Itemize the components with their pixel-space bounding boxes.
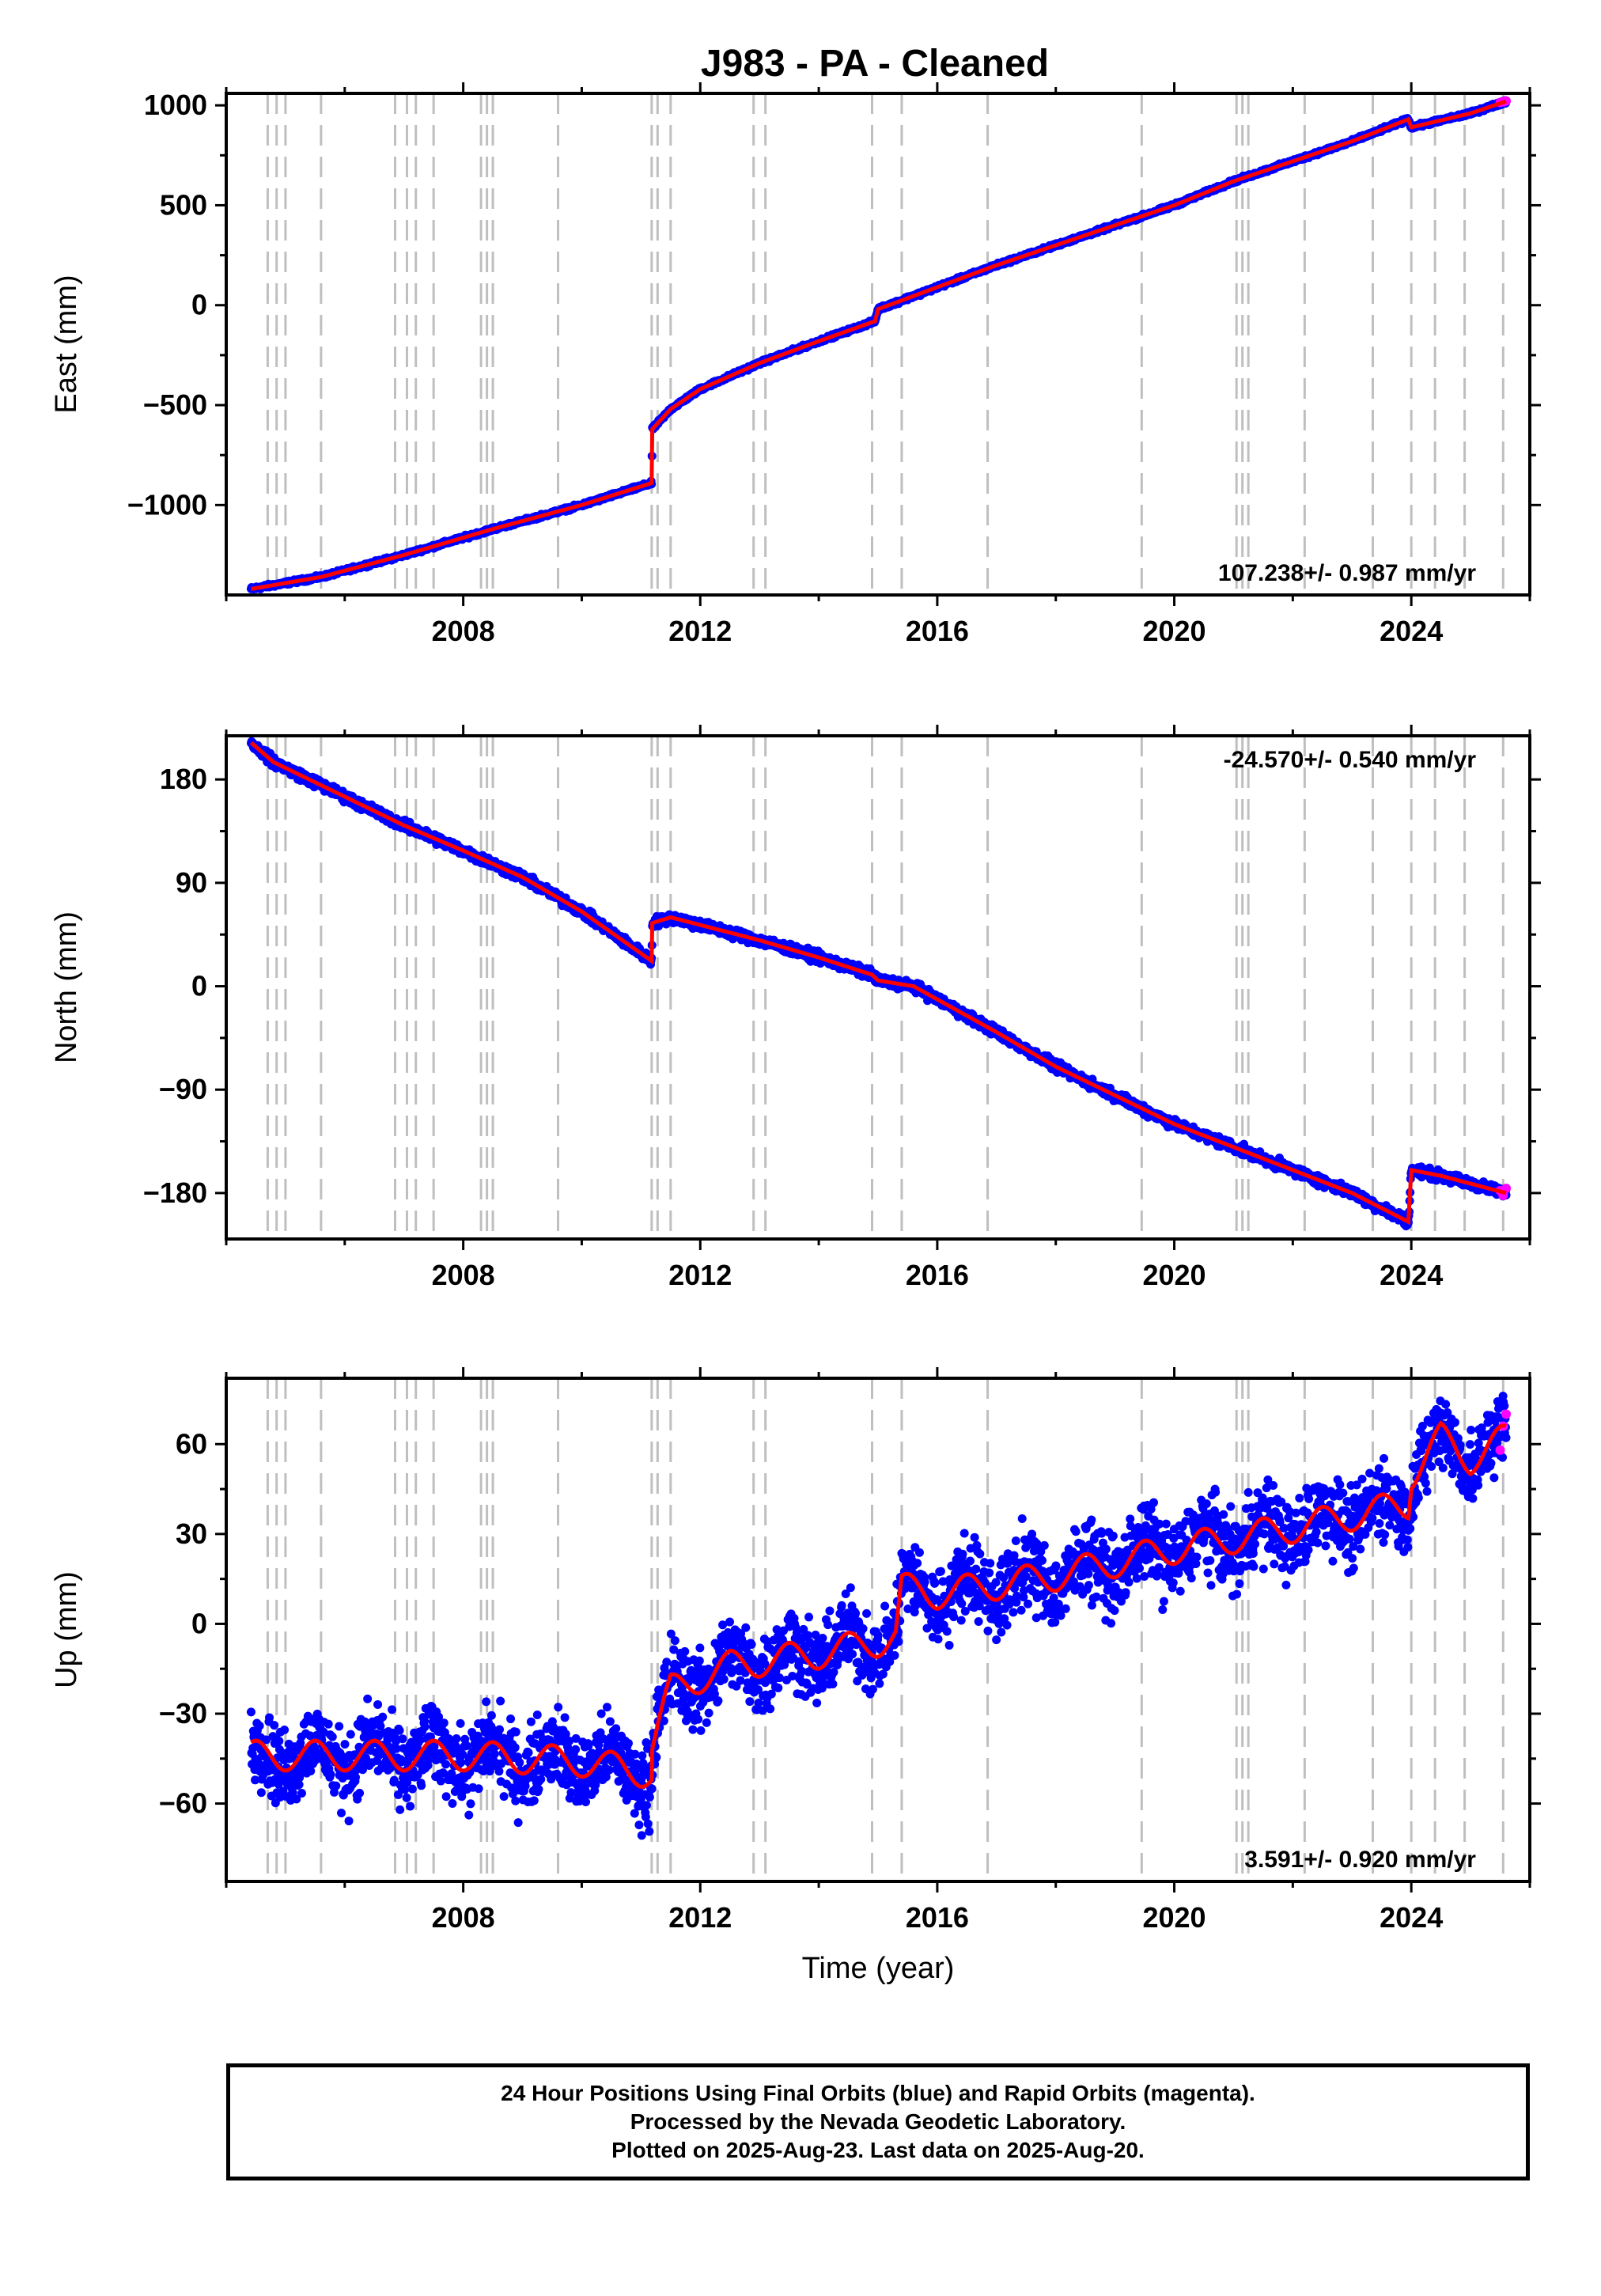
plot-area — [246, 736, 1512, 1239]
x-tick-label: 2012 — [668, 615, 732, 647]
y-axis-label: East (mm) — [50, 275, 83, 413]
x-tick-label: 2008 — [432, 615, 495, 647]
rate-label: 107.238+/- 0.987 mm/yr — [1218, 560, 1476, 586]
y-tick-label: −500 — [143, 388, 207, 421]
y-tick-label: 500 — [160, 188, 207, 221]
panel-east: 2008 2012 2016 2020 2024 −1000 −500 0 500 1000 Eas… — [50, 82, 1541, 647]
plot-area — [246, 93, 1512, 595]
x-tick-label: 2024 — [1380, 615, 1443, 647]
panels: 2008 2012 2016 2020 2024 −1000 −500 0 500 1000 Eas… — [50, 82, 1541, 1985]
chart-title: J983 - PA - Cleaned — [701, 43, 1049, 85]
panel-frame — [225, 92, 1531, 597]
x-tick-label: 2020 — [1142, 615, 1205, 647]
y-tick-label: −1000 — [127, 488, 207, 521]
y-tick-label: 0 — [191, 289, 207, 321]
model-line — [251, 99, 1507, 591]
x-tick-label: 2016 — [906, 615, 969, 647]
y-tick-label: 1000 — [144, 89, 207, 121]
